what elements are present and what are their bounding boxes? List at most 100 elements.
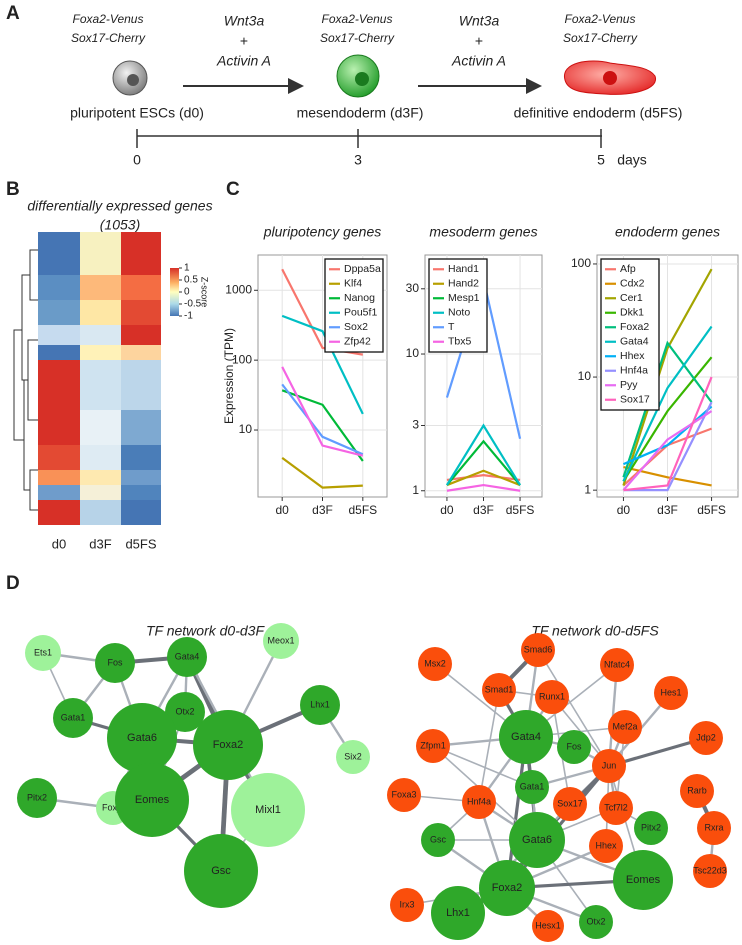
node-label: Gata1 — [61, 712, 86, 722]
heatmap-cell — [80, 445, 121, 470]
network-node — [107, 703, 177, 773]
heatmap-cell — [80, 232, 121, 275]
stage-label: mesendoderm (d3F) — [297, 105, 424, 121]
heatmap-cell — [121, 300, 161, 325]
network-node — [532, 910, 564, 942]
network-node — [300, 685, 340, 725]
heatmap-cell — [38, 300, 80, 325]
node-label: Pitx2 — [641, 822, 661, 832]
reporter: Sox17-Cherry — [71, 31, 146, 45]
heatmap-cell — [80, 360, 121, 410]
network: TF network d0-d3F Ets1 Fos Gata4 Meox1 Gata1 O… — [17, 623, 370, 908]
treatment: + — [475, 33, 483, 49]
y-tick-label: 100 — [571, 256, 591, 270]
chart-title: mesoderm genes — [429, 224, 537, 240]
heatmap-cell — [80, 470, 121, 485]
nucleus — [127, 74, 139, 86]
panel-label: B — [6, 179, 20, 200]
series-line — [281, 366, 364, 457]
legend-label: Zfp42 — [344, 336, 371, 348]
network-node — [390, 888, 424, 922]
node-label: Hesx1 — [535, 920, 561, 930]
node-label: Jdp2 — [696, 732, 716, 742]
heatmap-cell — [38, 325, 80, 345]
node-label: Fos — [107, 657, 123, 667]
network-edge — [478, 689, 500, 803]
series-line — [446, 474, 521, 482]
node-label: Six2 — [344, 751, 362, 761]
network-node — [115, 763, 189, 837]
network-node — [165, 692, 205, 732]
node-label: Smad6 — [524, 644, 553, 654]
legend-label: Noto — [448, 307, 470, 319]
series-line — [622, 268, 713, 486]
heatmap-cell — [121, 445, 161, 470]
network-edge — [537, 649, 610, 767]
colorbar-label: 0 — [184, 287, 190, 298]
node-label: Rxra — [704, 822, 723, 832]
heatmap-cell — [121, 360, 161, 410]
y-tick-label: 1 — [584, 482, 591, 496]
heatmap-cell — [121, 410, 161, 445]
network-edge — [432, 745, 533, 788]
series-line — [623, 401, 713, 492]
node-label: Mef2a — [612, 721, 637, 731]
node-label: Lhx1 — [446, 907, 470, 919]
legend-label: Gata4 — [620, 336, 649, 348]
x-tick-label: d5FS — [506, 503, 535, 517]
series-line — [446, 483, 521, 492]
heatmap-cell — [38, 500, 80, 525]
network-node — [482, 673, 516, 707]
panel-label: A — [6, 3, 20, 24]
series-line — [445, 423, 522, 486]
node-label: Ets1 — [34, 647, 52, 657]
heatmap-cell — [121, 325, 161, 345]
heatmap-cell — [38, 275, 80, 300]
node-label: Runx1 — [539, 691, 565, 701]
node-label: Gsc — [211, 865, 231, 877]
y-tick-label: 1000 — [225, 282, 252, 296]
heatmap-cell — [80, 300, 121, 325]
legend-box — [428, 258, 488, 353]
panel-label: C — [226, 179, 240, 200]
nucleus — [355, 72, 369, 86]
legend-label: Tbx5 — [448, 336, 472, 348]
column-label: d5FS — [125, 536, 156, 551]
network-node — [25, 635, 61, 671]
heatmap-cell — [80, 410, 121, 445]
legend-label: Dppa5a — [344, 263, 381, 275]
treatment: Activin A — [216, 53, 271, 69]
network-node — [479, 860, 535, 916]
legend-label: Sox17 — [620, 394, 650, 406]
heatmap-cell — [38, 445, 80, 470]
heatmap-cell — [38, 345, 80, 360]
node-label: Gata1 — [520, 781, 545, 791]
legend-label: Nanog — [344, 292, 375, 304]
heatmap-title: differentially expressed genes — [27, 198, 212, 214]
network-node — [336, 740, 370, 774]
heatmap-cell — [121, 275, 161, 300]
node-label: Pitx2 — [27, 792, 47, 802]
network: TF network d0-d5FS Msx2 Smad6 Nfatc4 Smad1 Ru… — [387, 623, 731, 942]
network-node — [515, 770, 549, 804]
nucleus — [603, 71, 617, 85]
panel-label: D — [6, 573, 20, 594]
y-tick-label: 10 — [578, 369, 592, 383]
network-node — [499, 710, 553, 764]
x-tick-label: d3F — [657, 503, 678, 517]
network-node — [431, 886, 485, 940]
network-node — [689, 721, 723, 755]
node-label: Msx2 — [424, 658, 446, 668]
node-label: Foxa2 — [492, 882, 523, 894]
network-node — [557, 730, 591, 764]
legend-label: Cer1 — [620, 292, 643, 304]
network-node — [680, 774, 714, 808]
network-node — [95, 643, 135, 683]
heatmap-cell — [38, 232, 80, 275]
x-tick-label: d5FS — [348, 503, 377, 517]
network-node — [418, 647, 452, 681]
treatment: Wnt3a — [224, 13, 265, 29]
y-tick-label: 1 — [412, 483, 419, 497]
